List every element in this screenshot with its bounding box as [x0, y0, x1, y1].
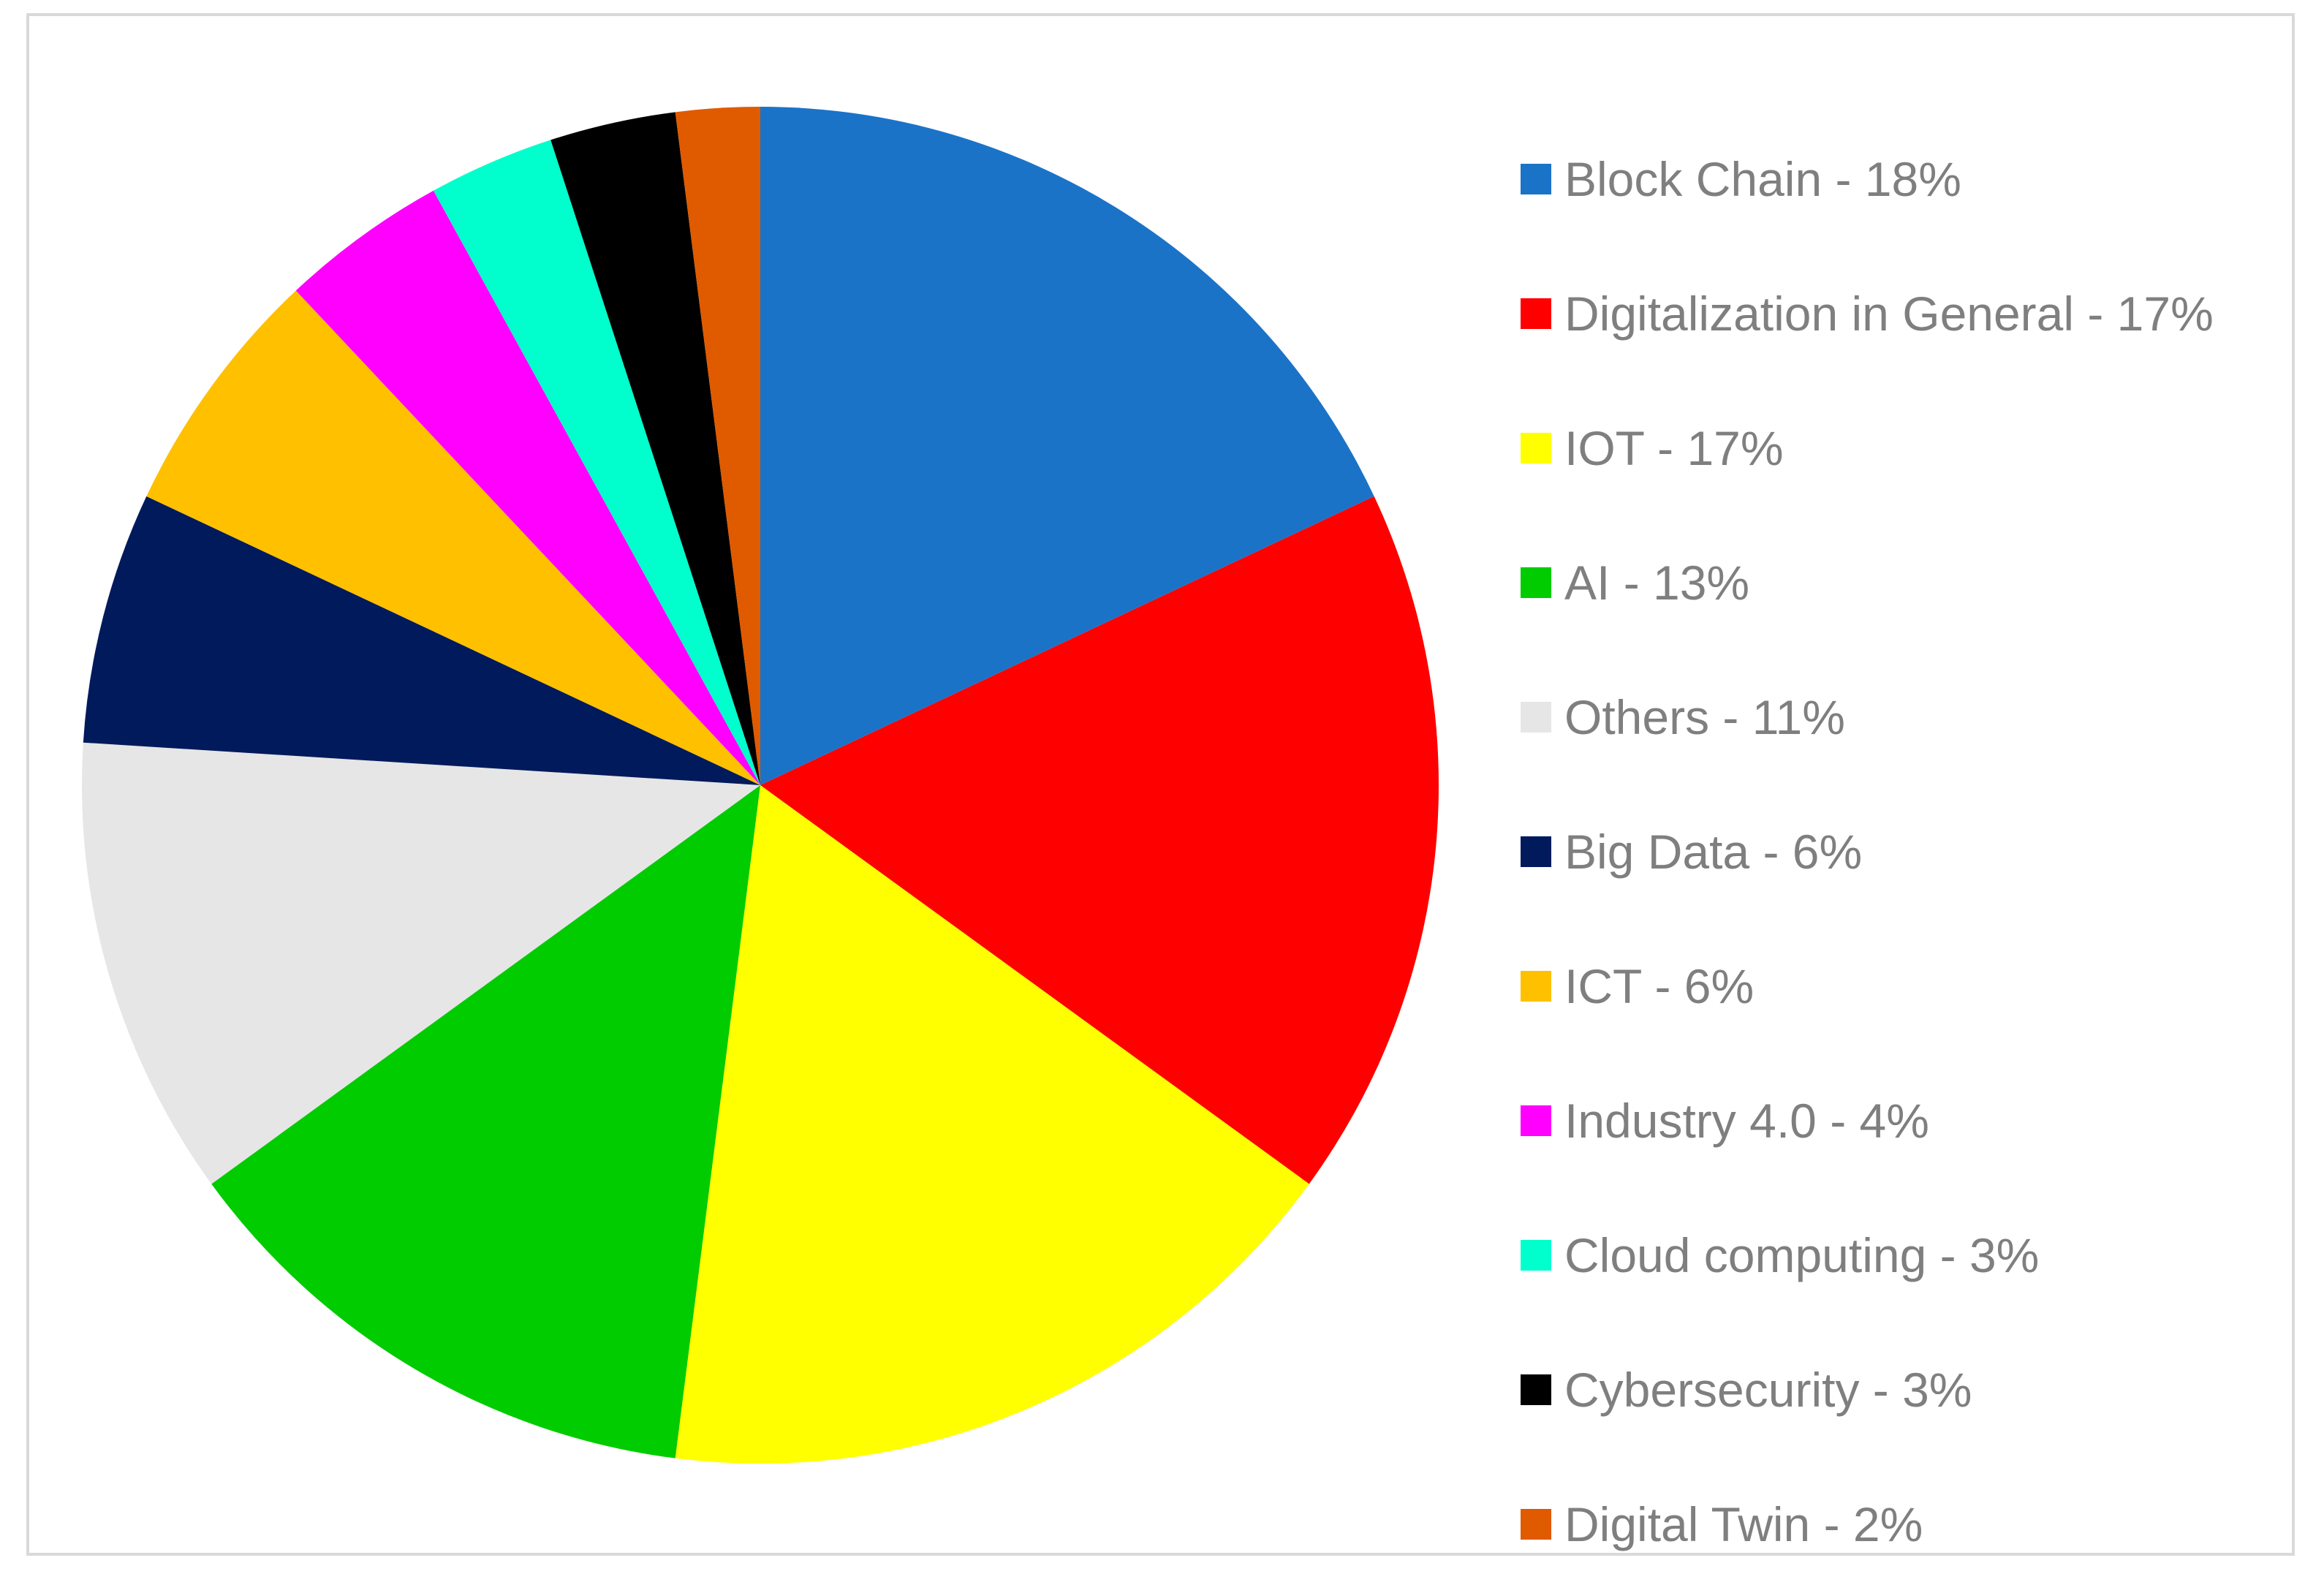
legend-item: Digitalization in General - 17% — [1521, 246, 2281, 381]
legend-swatch — [1521, 298, 1551, 329]
legend-swatch — [1521, 836, 1551, 867]
pie-slice-0 — [760, 107, 1374, 785]
pie-slice-1 — [760, 496, 1439, 1184]
pie-slice-6 — [146, 290, 760, 786]
legend-item: Big Data - 6% — [1521, 784, 2281, 919]
legend-label: Digitalization in General - 17% — [1564, 287, 2214, 341]
legend-label: Industry 4.0 - 4% — [1564, 1094, 1929, 1148]
legend-swatch — [1521, 1105, 1551, 1136]
legend-item: Others - 11% — [1521, 650, 2281, 784]
legend-label: AI - 13% — [1564, 556, 1750, 610]
legend-label: Block Chain - 18% — [1564, 152, 1961, 206]
legend-swatch — [1521, 702, 1551, 733]
legend-swatch — [1521, 1509, 1551, 1540]
chart-frame — [26, 13, 2295, 1556]
legend-item: Cloud computing - 3% — [1521, 1188, 2281, 1323]
legend-item: Block Chain - 18% — [1521, 112, 2281, 246]
legend-item: Cybersecurity - 3% — [1521, 1323, 2281, 1457]
pie-slice-10 — [675, 107, 760, 785]
pie-slice-7 — [295, 190, 760, 785]
pie-slice-4 — [81, 742, 760, 1184]
pie-slice-3 — [211, 785, 760, 1458]
legend-label: Digital Twin - 2% — [1564, 1497, 1923, 1551]
legend-label: Others - 11% — [1564, 690, 1845, 744]
legend-label: IOT - 17% — [1564, 421, 1784, 475]
legend-label: Big Data - 6% — [1564, 825, 1863, 879]
legend-label: Cloud computing - 3% — [1564, 1228, 2040, 1282]
legend-item: Industry 4.0 - 4% — [1521, 1053, 2281, 1188]
pie-slice-8 — [433, 140, 760, 785]
legend-swatch — [1521, 1240, 1551, 1271]
legend-label: Cybersecurity - 3% — [1564, 1363, 1972, 1417]
legend-item: Digital Twin - 2% — [1521, 1457, 2281, 1574]
pie-slice-2 — [675, 785, 1309, 1464]
legend-swatch — [1521, 1374, 1551, 1405]
legend-label: ICT - 6% — [1564, 959, 1755, 1013]
chart-legend: Block Chain - 18% Digitalization in Gener… — [1521, 112, 2281, 1574]
legend-swatch — [1521, 971, 1551, 1002]
pie-slice-9 — [550, 112, 760, 785]
pie-slice-5 — [83, 496, 761, 785]
legend-item: ICT - 6% — [1521, 919, 2281, 1053]
legend-swatch — [1521, 433, 1551, 464]
legend-swatch — [1521, 164, 1551, 194]
legend-item: IOT - 17% — [1521, 381, 2281, 515]
legend-swatch — [1521, 567, 1551, 598]
legend-item: AI - 13% — [1521, 515, 2281, 650]
